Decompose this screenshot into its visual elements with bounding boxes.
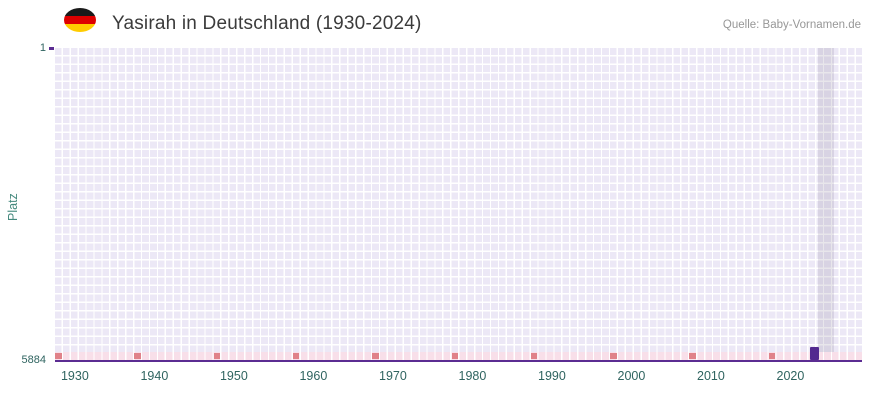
bottom-strip-accent-cell xyxy=(689,352,696,359)
y-tick-top: 1 xyxy=(39,42,46,54)
bottom-strip-accent-cell xyxy=(372,352,379,359)
bottom-strip-accent-cell xyxy=(134,352,141,359)
x-tick-label: 1950 xyxy=(219,369,248,383)
bottom-strip xyxy=(55,352,862,360)
bottom-strip-accent-cell xyxy=(451,352,459,359)
y-tick-bottom: 5884 xyxy=(21,354,46,366)
data-point-marker[interactable] xyxy=(809,347,819,360)
x-axis-baseline xyxy=(55,360,862,362)
x-tick-label: 1960 xyxy=(299,369,328,383)
bottom-strip-accent-cell xyxy=(610,352,617,359)
x-tick-label: 1990 xyxy=(538,369,566,383)
german-flag-icon xyxy=(64,8,96,32)
bottom-strip-accent-cell xyxy=(213,352,221,359)
chart-title: Yasirah in Deutschland (1930-2024) xyxy=(112,13,422,34)
x-tick-label: 1940 xyxy=(140,369,169,383)
x-tick-label: 2000 xyxy=(617,369,646,383)
source-attribution: Quelle: Baby-Vornamen.de xyxy=(722,19,861,31)
bottom-strip-accent-cell xyxy=(530,352,538,359)
x-axis: 1930 1940 1950 1960 1970 1980 1990 2000 2010 2020 xyxy=(0,369,873,387)
x-tick-label: 2020 xyxy=(776,369,805,383)
bottom-strip-accent-cell xyxy=(292,352,300,359)
y-axis-tick-mark xyxy=(49,47,54,50)
current-year-highlight-band xyxy=(818,48,835,360)
bottom-strip-accent-cell xyxy=(55,352,62,359)
bottom-strip-accent-cell xyxy=(768,352,776,359)
plot-area xyxy=(55,48,862,362)
x-tick-label: 1930 xyxy=(60,369,89,383)
x-tick-label: 1980 xyxy=(458,369,487,383)
x-tick-label: 2010 xyxy=(697,369,725,383)
x-tick-label: 1970 xyxy=(379,369,407,383)
y-axis-label: Platz xyxy=(6,193,20,221)
